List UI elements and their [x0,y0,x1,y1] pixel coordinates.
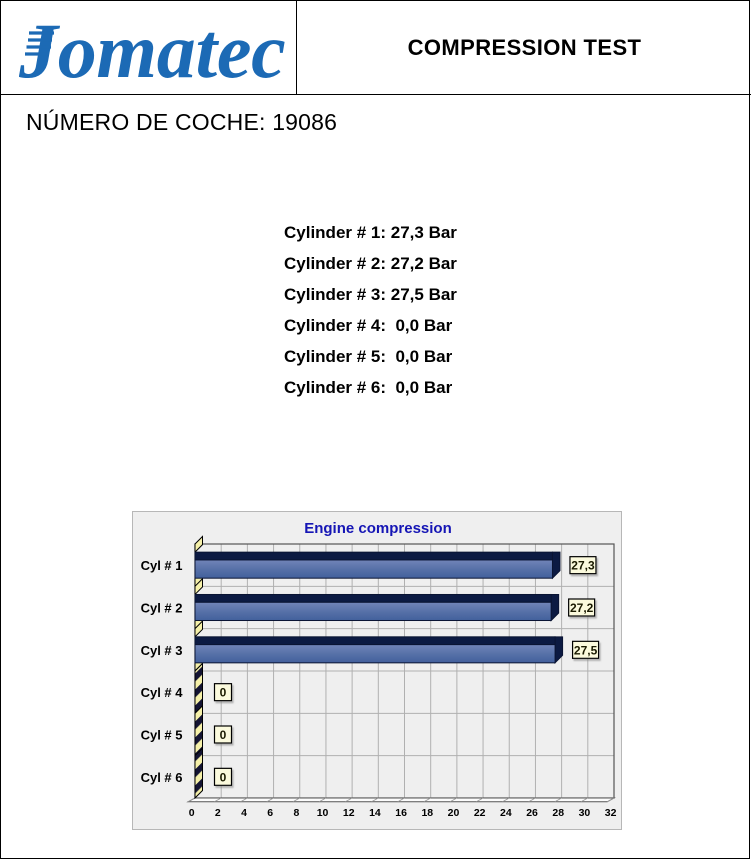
svg-text:26: 26 [526,807,538,819]
svg-text:0: 0 [189,807,195,819]
svg-text:0: 0 [220,770,227,784]
svg-text:18: 18 [421,807,433,819]
svg-text:Cyl # 3: Cyl # 3 [141,643,183,658]
svg-text:14: 14 [369,807,381,819]
svg-text:Cyl # 2: Cyl # 2 [141,601,183,616]
svg-text:12: 12 [343,807,355,819]
svg-text:0: 0 [220,728,227,742]
svg-text:4: 4 [241,807,247,819]
svg-text:2: 2 [215,807,221,819]
svg-text:28: 28 [552,807,564,819]
svg-text:10: 10 [317,807,329,819]
svg-text:27,2: 27,2 [570,601,594,615]
svg-text:8: 8 [293,807,299,819]
svg-text:27,3: 27,3 [571,559,595,573]
svg-text:20: 20 [448,807,460,819]
svg-text:0: 0 [220,686,227,700]
svg-text:16: 16 [395,807,407,819]
svg-text:Cyl # 4: Cyl # 4 [141,685,184,700]
svg-text:Jomatec: Jomatec [19,12,285,92]
svg-text:24: 24 [500,807,512,819]
svg-text:22: 22 [474,807,486,819]
svg-text:Cyl # 5: Cyl # 5 [141,728,183,743]
svg-text:27,5: 27,5 [574,643,598,657]
svg-text:30: 30 [579,807,591,819]
svg-text:32: 32 [605,807,617,819]
svg-text:6: 6 [267,807,273,819]
svg-text:Cyl # 6: Cyl # 6 [141,770,183,785]
svg-text:Cyl # 1: Cyl # 1 [141,558,183,573]
